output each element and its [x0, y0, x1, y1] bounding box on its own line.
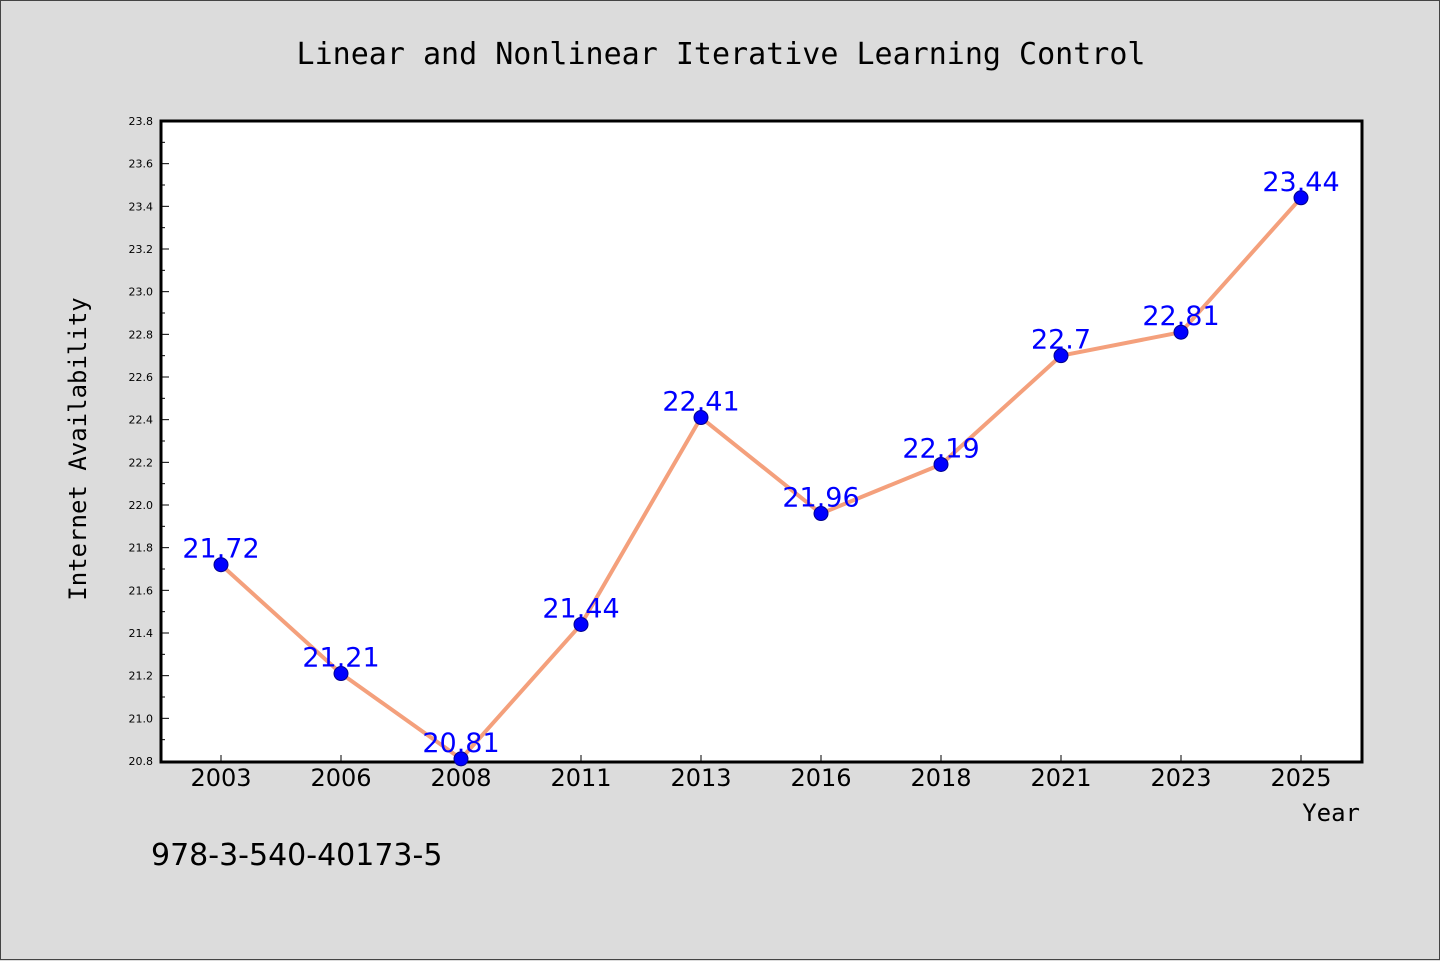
- data-label: 23.44: [1262, 167, 1339, 198]
- y-tick-label: 23.8: [129, 115, 154, 128]
- series-lines: [219, 195, 1303, 761]
- data-label: 22.81: [1142, 301, 1219, 332]
- data-point: [333, 666, 349, 682]
- data-label: 21.96: [782, 483, 859, 514]
- data-label: 22.19: [902, 433, 979, 464]
- data-label: 21.21: [302, 643, 379, 674]
- series-line-segment: [1059, 330, 1183, 358]
- footer-isbn: 978-3-540-40173-5: [151, 838, 442, 873]
- data-label: 22.7: [1031, 325, 1091, 356]
- data-label: 20.81: [422, 728, 499, 759]
- data-label: 21.72: [182, 534, 259, 565]
- data-point: [1053, 348, 1069, 364]
- y-tick-label: 21.0: [129, 712, 154, 725]
- x-tick-label: 2006: [310, 764, 371, 792]
- y-tick-label: 23.4: [129, 200, 154, 213]
- data-point: [813, 506, 829, 522]
- y-tick-label: 21.4: [129, 627, 154, 640]
- y-axis-title: Internet Availability: [64, 297, 92, 600]
- plot-area: [159, 119, 1364, 764]
- x-tick-label: 2021: [1030, 764, 1091, 792]
- series-line-segment: [339, 671, 463, 761]
- y-tick-label: 22.0: [129, 499, 154, 512]
- data-markers: [213, 190, 1309, 767]
- data-point: [213, 557, 229, 573]
- data-point: [573, 616, 589, 632]
- data-point: [933, 456, 949, 472]
- y-axis: 20.8 21.0 21.2 21.4 21.6 21.8 22.0 22.2 22.4 22.6…: [129, 115, 169, 768]
- series-line-segment: [1179, 195, 1303, 335]
- data-point: [693, 410, 709, 426]
- data-point: [453, 751, 469, 767]
- series-line-segment: [939, 353, 1063, 467]
- x-tick-label: 2025: [1270, 764, 1331, 792]
- y-tick-label: 21.8: [129, 542, 154, 555]
- y-tick-label: 21.2: [129, 670, 154, 683]
- data-label: 21.44: [542, 593, 619, 624]
- x-tick-label: 2003: [190, 764, 251, 792]
- x-tick-label: 2016: [790, 764, 851, 792]
- series-line-segment: [819, 462, 943, 516]
- x-tick-label: 2008: [430, 764, 491, 792]
- y-tick-label: 23.0: [129, 286, 154, 299]
- y-tick-label: 22.8: [129, 328, 154, 341]
- series-line-segment: [219, 562, 343, 676]
- data-label: 22.41: [662, 387, 739, 418]
- y-tick-label: 23.2: [129, 243, 154, 256]
- y-tick-label: 22.4: [129, 414, 154, 427]
- x-tick-label: 2018: [910, 764, 971, 792]
- series-line-segment: [459, 622, 583, 761]
- data-point: [1173, 324, 1189, 340]
- x-axis-title: Year: [1302, 799, 1360, 827]
- data-point: [1293, 190, 1309, 206]
- x-tick-label: 2023: [1150, 764, 1211, 792]
- y-tick-label: 21.6: [129, 584, 154, 597]
- x-tick-label: 2013: [670, 764, 731, 792]
- y-tick-label: 20.8: [129, 755, 154, 768]
- x-tick-label: 2011: [550, 764, 611, 792]
- chart-title: Linear and Nonlinear Iterative Learning …: [297, 37, 1146, 72]
- y-tick-label: 22.2: [129, 456, 154, 469]
- series-line-segment: [699, 415, 823, 516]
- y-tick-label: 23.6: [129, 158, 154, 171]
- series-line-segment: [579, 415, 703, 627]
- y-tick-label: 22.6: [129, 371, 154, 384]
- x-axis: 2003 2006 2008 2011 2013 2016 2018 2021 2023 2025: [190, 755, 1332, 792]
- data-labels: 21.72 21.21 20.81 21.44 22.41 21.96 22.19 22.7 2…: [182, 167, 1339, 759]
